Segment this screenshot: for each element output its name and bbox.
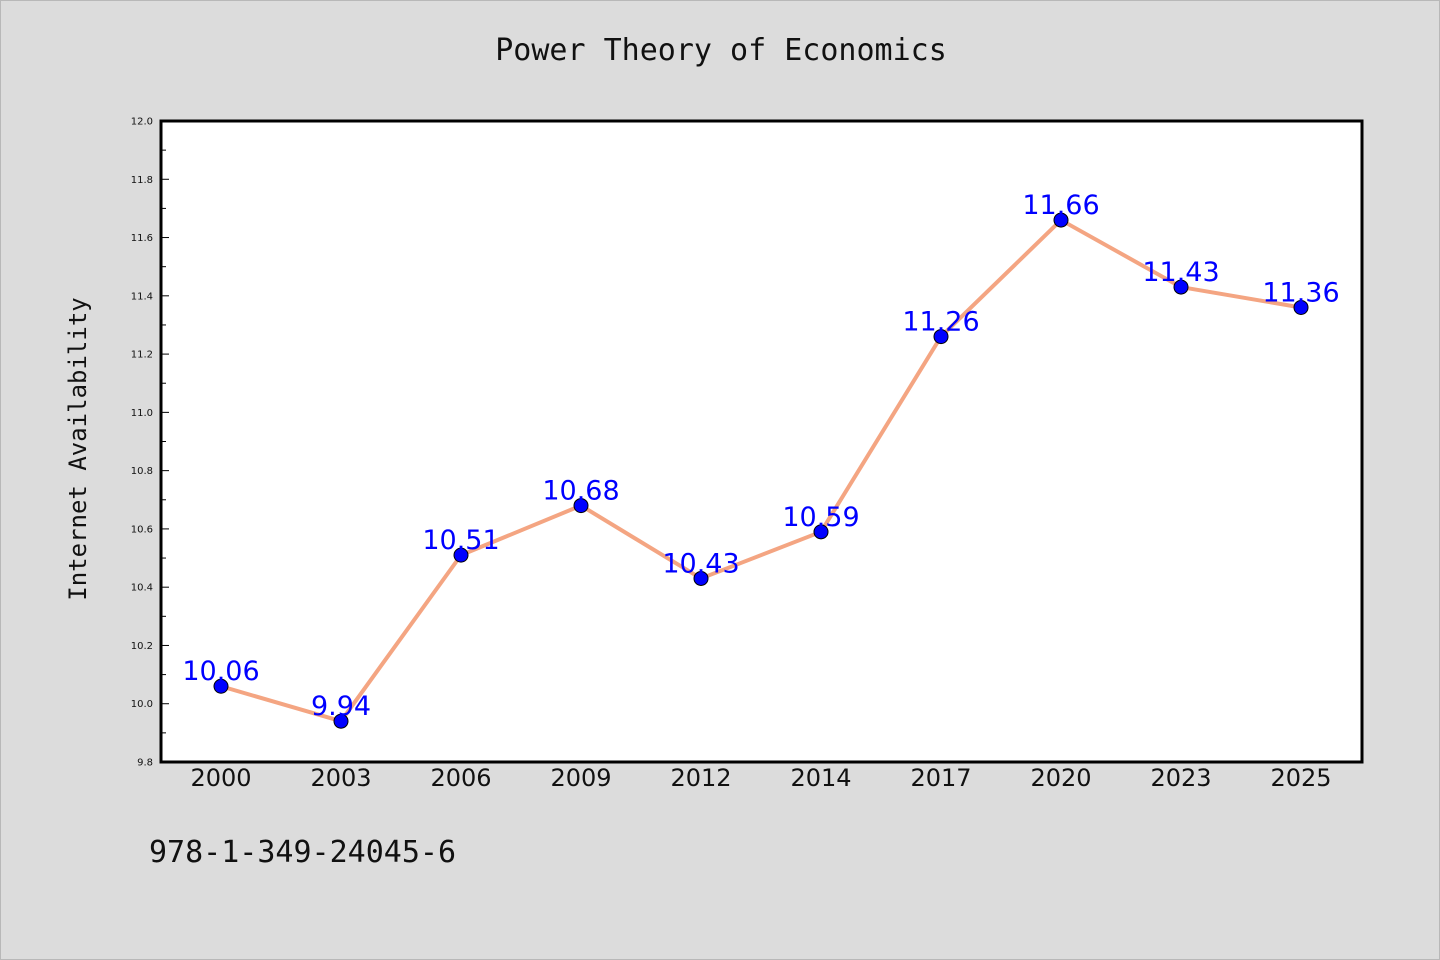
x-tick-label: 2006 xyxy=(430,764,491,792)
y-tick-label: 12.0 xyxy=(131,117,153,128)
x-tick-label: 2009 xyxy=(550,764,611,792)
y-tick-label: 10.8 xyxy=(131,466,153,477)
data-label: 9.94 xyxy=(311,691,371,722)
x-tick-label: 2020 xyxy=(1030,764,1091,792)
y-tick-label: 10.2 xyxy=(131,641,153,652)
data-point xyxy=(1293,299,1309,315)
data-label: 10.59 xyxy=(782,502,859,533)
x-axis: 2000 2003 2006 2009 2012 2014 2017 2020 2023 2025 xyxy=(190,764,1331,792)
y-tick-label: 9.8 xyxy=(137,758,153,769)
data-label: 10.06 xyxy=(182,656,259,687)
x-tick-label: 2025 xyxy=(1270,764,1331,792)
data-label: 11.36 xyxy=(1262,277,1339,308)
data-point xyxy=(333,713,349,729)
data-point xyxy=(573,498,589,514)
isbn-text: 978-1-349-24045-6 xyxy=(149,835,457,870)
data-point xyxy=(1053,212,1069,228)
series-group: 10.06 9.94 10.51 10.68 10.43 10.59 11.26 11.66 1… xyxy=(182,190,1340,729)
series-line xyxy=(220,218,1302,724)
y-tick-label: 10.0 xyxy=(131,699,153,710)
y-tick-label: 11.0 xyxy=(131,408,153,419)
y-tick-label: 11.6 xyxy=(131,233,153,244)
x-tick-label: 2000 xyxy=(190,764,251,792)
data-point xyxy=(453,547,469,563)
data-point xyxy=(813,524,829,540)
plot-frame xyxy=(159,119,1364,764)
data-point xyxy=(693,570,709,586)
data-label: 10.68 xyxy=(542,476,619,507)
chart-title: Power Theory of Economics xyxy=(495,33,947,68)
x-tick-label: 2012 xyxy=(670,764,731,792)
y-tick-label: 10.6 xyxy=(131,524,153,535)
data-point xyxy=(213,678,229,694)
x-tick-label: 2017 xyxy=(910,764,971,792)
y-tick-label: 10.4 xyxy=(131,583,153,594)
y-tick-label: 11.4 xyxy=(131,291,153,302)
x-tick-label: 2014 xyxy=(790,764,851,792)
plot-area xyxy=(161,121,1362,762)
data-label: 11.66 xyxy=(1022,190,1099,221)
data-label: 11.26 xyxy=(902,307,979,338)
data-label: 11.43 xyxy=(1142,257,1219,288)
data-label: 10.43 xyxy=(662,548,739,579)
data-point xyxy=(933,329,949,345)
y-tick-label: 11.2 xyxy=(131,350,153,361)
data-label: 10.51 xyxy=(422,525,499,556)
y-tick-label: 11.8 xyxy=(131,175,153,186)
x-tick-label: 2023 xyxy=(1150,764,1211,792)
data-point xyxy=(1173,279,1189,295)
x-tick-label: 2003 xyxy=(310,764,371,792)
